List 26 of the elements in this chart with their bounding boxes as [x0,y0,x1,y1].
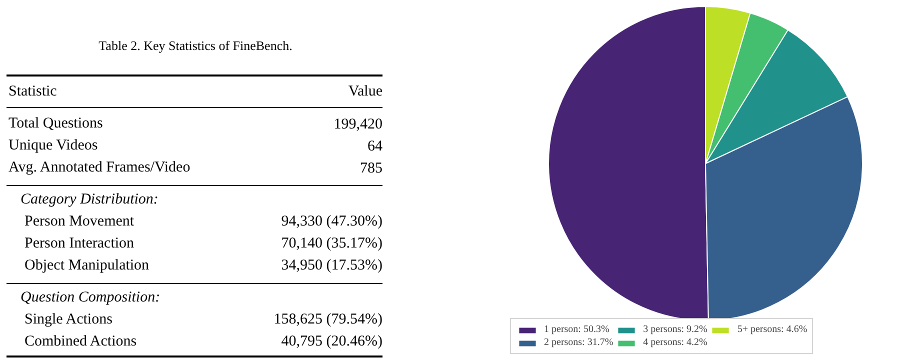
text: Question Composition: [20,290,160,306]
legend-label: 4 persons: 4.2% [643,337,708,348]
category-label: Single Actions [24,312,113,328]
text: Value [348,84,383,100]
text: 785 [360,160,382,176]
category-label: Unique Videos [8,138,98,154]
text: 158,625 (79.54%) [274,312,383,328]
category-label: Person Movement [24,214,135,230]
legend-label: 5+ persons: 4.6% [737,324,808,335]
legend-label: 2 persons: 31.7% [544,337,614,348]
text: 40,795 (20.46%) [281,334,383,350]
category-label: Combined Actions [24,334,137,350]
text: 94,330 (47.30%) [281,214,383,230]
text: 34,950 (17.53%) [281,258,383,274]
text: 199,420 [334,116,382,132]
legend-label: 3 persons: 9.2% [643,324,708,335]
category-label: Avg. Annotated Frames/Video [8,160,190,176]
text: 70,140 (35.17%) [281,236,383,252]
category-label: Object Manipulation [24,258,150,274]
category-label: Person Interaction [24,236,135,252]
category-label: Total Questions [8,116,104,132]
legend-label: 1 person: 50.3% [544,324,610,335]
text: Category Distribution: [20,192,158,208]
text: Table 2. Key Statistics of FineBench. [98,38,292,53]
text: 64 [368,138,382,154]
category-label: Statistic [8,84,58,100]
